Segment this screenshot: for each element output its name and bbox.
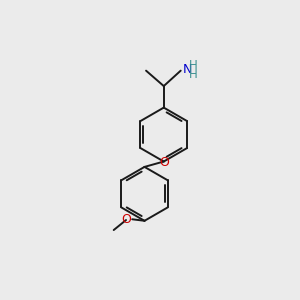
Text: O: O — [121, 213, 131, 226]
Text: O: O — [160, 156, 170, 169]
Text: N: N — [183, 63, 192, 76]
Text: H: H — [189, 68, 198, 81]
Text: H: H — [189, 59, 198, 72]
